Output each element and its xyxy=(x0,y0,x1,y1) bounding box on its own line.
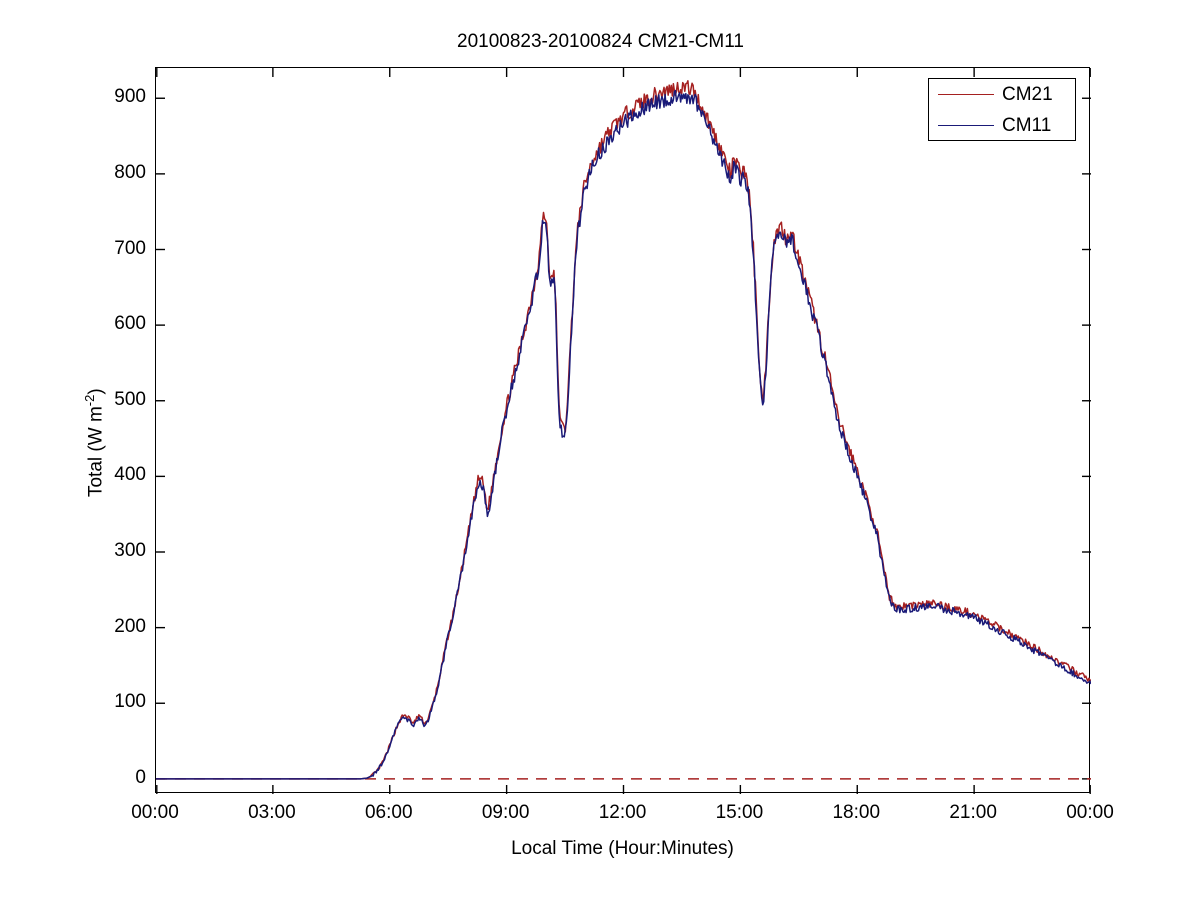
x-tick-label: 15:00 xyxy=(715,802,764,823)
legend-box: CM21 CM11 xyxy=(928,78,1076,141)
y-tick-label: 500 xyxy=(114,388,146,410)
axis-tick-marks xyxy=(156,68,1091,794)
y-axis-tick-labels: 0 100 200 300 400 500 600 700 800 900 xyxy=(80,67,146,793)
y-tick-label: 900 xyxy=(114,86,146,108)
y-axis-label-tail: ) xyxy=(85,388,107,395)
y-axis-label-base: Total (W m xyxy=(85,406,107,498)
y-tick-label: 200 xyxy=(114,615,146,637)
y-tick-label: 100 xyxy=(114,691,146,713)
legend-item-cm11[interactable]: CM11 xyxy=(929,110,1077,141)
x-tick-label: 00:00 xyxy=(131,802,179,823)
y-tick-label: 600 xyxy=(114,313,146,335)
data-series-group xyxy=(156,80,1091,780)
legend-color-swatch xyxy=(938,94,994,95)
legend-color-swatch xyxy=(938,125,994,126)
legend-item-cm21[interactable]: CM21 xyxy=(929,79,1077,110)
y-tick-label: 400 xyxy=(114,464,146,486)
x-tick-label: 00:00 xyxy=(1066,802,1114,823)
y-tick-label: 800 xyxy=(114,161,146,183)
series-line-cm11 xyxy=(156,89,1091,780)
x-tick-label: 09:00 xyxy=(481,802,530,823)
y-axis-label: Total (W m-2) xyxy=(82,388,107,498)
x-axis-tick-labels: 00:00 03:00 06:00 09:00 12:00 15:00 18:00 21:00… xyxy=(131,802,1114,830)
x-axis-label: Local Time (Hour:Minutes) xyxy=(511,838,734,859)
y-tick-label: 0 xyxy=(135,766,146,788)
plot-svg xyxy=(156,68,1091,794)
x-tick-label: 21:00 xyxy=(949,802,997,823)
y-tick-label: 700 xyxy=(114,237,146,259)
y-axis-label-exponent: -2 xyxy=(82,394,98,407)
x-tick-label: 06:00 xyxy=(364,802,413,823)
plot-area xyxy=(155,67,1091,794)
x-tick-label: 12:00 xyxy=(598,802,647,823)
legend-label: CM21 xyxy=(1002,84,1053,105)
y-axis-label-wrap: Total (W m-2) xyxy=(82,80,107,806)
series-line-cm21 xyxy=(156,80,1091,780)
chart-title: 20100823-20100824 CM21-CM11 xyxy=(457,31,744,52)
x-tick-label: 18:00 xyxy=(832,802,881,823)
y-tick-label: 300 xyxy=(114,540,146,561)
legend-label: CM11 xyxy=(1002,115,1052,136)
x-tick-label: 03:00 xyxy=(248,802,296,823)
